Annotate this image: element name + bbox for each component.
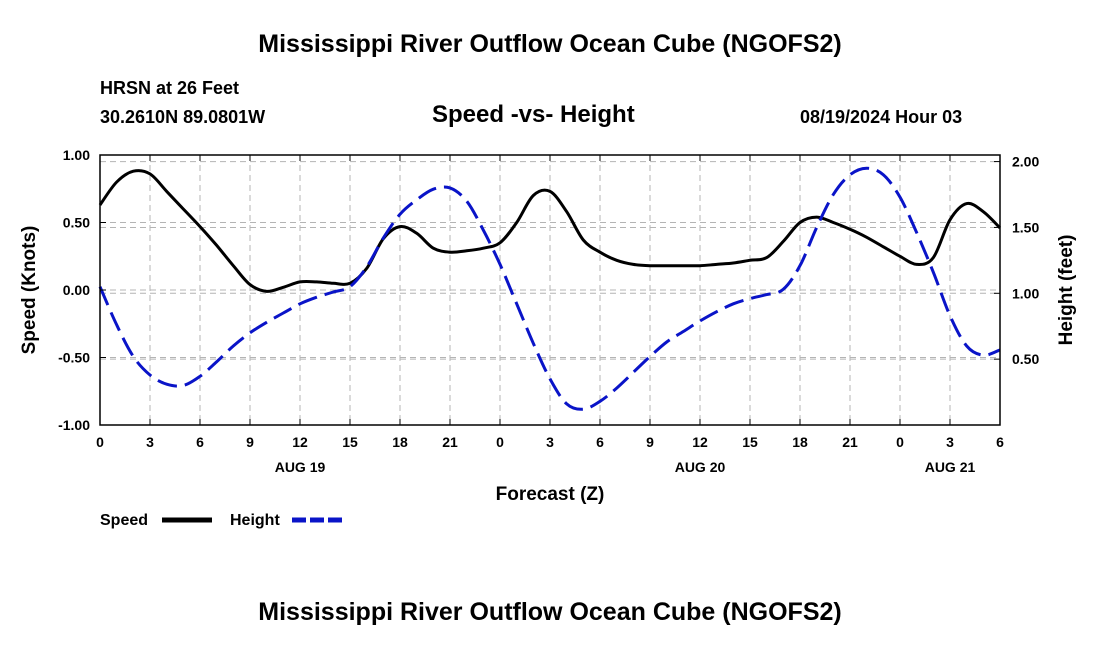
- series-lines: [98, 166, 1002, 411]
- y-right-tick-label: 0.50: [1012, 351, 1039, 367]
- legend-label-height: Height: [230, 512, 280, 529]
- y-left-tick-label: 0.00: [63, 282, 90, 298]
- x-tick-label: 9: [646, 434, 654, 450]
- x-tick-label: 21: [442, 434, 458, 450]
- x-tick-label: 18: [392, 434, 408, 450]
- legend: Speed Height: [100, 512, 342, 529]
- y-right-tick-label: 1.00: [1012, 285, 1039, 301]
- y-right-tick-label: 2.00: [1012, 154, 1039, 170]
- x-tick-label: 18: [792, 434, 808, 450]
- legend-label-speed: Speed: [100, 512, 148, 529]
- x-tick-label: 21: [842, 434, 858, 450]
- page-title-bottom: Mississippi River Outflow Ocean Cube (NG…: [258, 598, 842, 626]
- station-label: HRSN at 26 Feet: [100, 78, 240, 98]
- series-line-speed: [98, 169, 1002, 293]
- plot-title: Speed -vs- Height: [432, 101, 635, 128]
- x-tick-label: 3: [946, 434, 954, 450]
- x-tick-label: 9: [246, 434, 254, 450]
- y-axis-left-title: Speed (Knots): [19, 226, 40, 355]
- grid-lines: [100, 155, 1000, 425]
- x-tick-label: 15: [742, 434, 758, 450]
- speed-height-chart: 0 3 6 9 12 15 18 21 0 3 6 9 12 15 18 21 0 3 6 AUG 19 AUG 20 A…: [19, 147, 1077, 529]
- x-tick-label: 12: [692, 434, 708, 450]
- x-tick-label: 0: [96, 434, 104, 450]
- y-left-tick-label: -0.50: [58, 350, 90, 366]
- x-tick-label: 3: [146, 434, 154, 450]
- x-tick-label: 3: [546, 434, 554, 450]
- x-tick-label: 15: [342, 434, 358, 450]
- y-left-tick-label: 1.00: [63, 147, 90, 163]
- x-date-label: AUG 21: [925, 459, 976, 475]
- axis-ticks: [99, 154, 1001, 426]
- x-axis-title: Forecast (Z): [496, 484, 605, 505]
- y-axis-right-title: Height (feet): [1056, 235, 1077, 346]
- station-coordinates: 30.2610N 89.0801W: [100, 107, 266, 127]
- x-tick-label: 12: [292, 434, 308, 450]
- x-tick-label: 6: [996, 434, 1004, 450]
- y-left-tick-label: -1.00: [58, 417, 90, 433]
- x-date-label: AUG 20: [675, 459, 726, 475]
- x-tick-label: 6: [196, 434, 204, 450]
- x-tick-label: 0: [896, 434, 904, 450]
- y-right-tick-label: 1.50: [1012, 219, 1039, 235]
- forecast-datetime: 08/19/2024 Hour 03: [800, 107, 963, 127]
- x-tick-label: 0: [496, 434, 504, 450]
- x-tick-label: 6: [596, 434, 604, 450]
- axis-labels: 0 3 6 9 12 15 18 21 0 3 6 9 12 15 18 21 0 3 6 AUG 19 AUG 20 A…: [58, 147, 1039, 475]
- y-left-tick-label: 0.50: [63, 215, 90, 231]
- series-line-height: [98, 166, 1001, 411]
- x-date-label: AUG 19: [275, 459, 326, 475]
- page-title-top: Mississippi River Outflow Ocean Cube (NG…: [258, 30, 842, 58]
